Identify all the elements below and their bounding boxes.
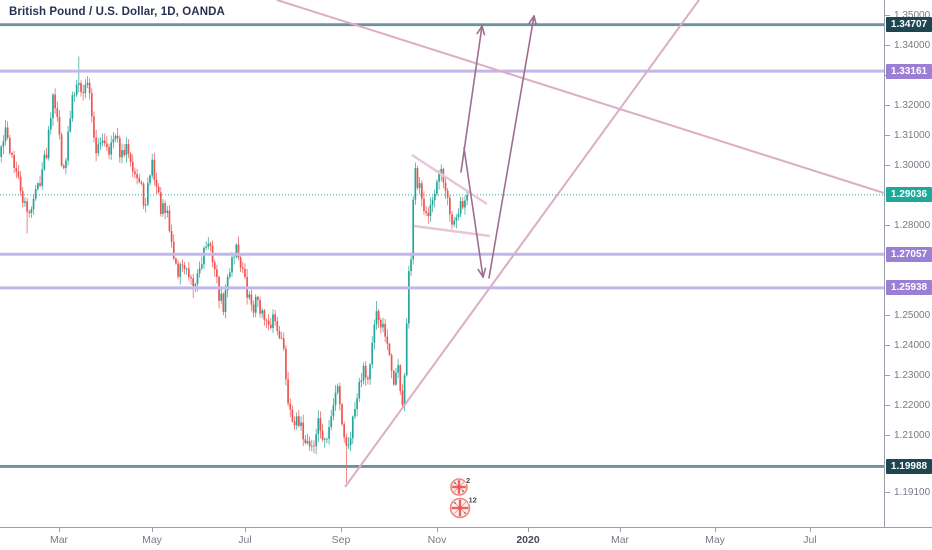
flag-upper-trendline[interactable] — [411, 153, 488, 206]
price-tick-label: 1.28000 — [894, 219, 931, 231]
price-tick-dash — [885, 375, 890, 377]
drawings-overlay[interactable]: 2 12 — [0, 0, 885, 527]
time-tick-label: Mar — [610, 534, 630, 546]
time-tick-dash — [810, 528, 811, 532]
time-tick-dash — [437, 528, 438, 532]
symbol-legend[interactable]: British Pound / U.S. Dollar, 1D, OANDA — [9, 6, 225, 18]
idea-count-label: 12 — [469, 496, 477, 505]
price-badge-1.33161: 1.33161 — [886, 63, 932, 79]
price-badge-1.27057: 1.27057 — [886, 246, 932, 262]
projection-arrow-up-2[interactable] — [488, 15, 538, 279]
idea-flag-icon — [454, 502, 457, 505]
projection-arrow-up-2-segment — [528, 15, 535, 25]
price-tick: 1.24000 — [885, 340, 932, 352]
projection-arrow-down-segment — [477, 268, 484, 278]
price-tick-dash — [885, 492, 890, 494]
time-tick-label: 2020 — [516, 534, 540, 546]
price-tick-label: 1.24000 — [894, 340, 931, 352]
price-tick-dash — [885, 435, 890, 437]
time-tick-label: May — [705, 534, 725, 546]
price-badge-1.34707: 1.34707 — [886, 17, 932, 33]
idea-count-label: 2 — [466, 476, 470, 485]
price-tick-label: 1.21000 — [894, 430, 931, 442]
time-axis[interactable]: Mar May Jul Sep Nov 2020 Mar May Jul — [0, 527, 932, 550]
idea-marker-2[interactable]: 2 — [450, 475, 471, 496]
price-tick-label: 1.25000 — [894, 310, 931, 322]
symbol-title[interactable]: British Pound / U.S. Dollar, 1D, OANDA — [9, 6, 225, 18]
time-tick-dash — [620, 528, 621, 532]
projection-arrow-down[interactable] — [463, 147, 487, 278]
long-ascending-trendline[interactable] — [344, 0, 700, 488]
candlestick-canvas[interactable] — [0, 0, 884, 527]
idea-flag-icon — [452, 485, 466, 489]
price-tick: 1.35000 — [885, 10, 932, 22]
price-tick-dash — [885, 134, 890, 136]
projection-arrow-up-1-segment — [476, 25, 483, 35]
idea-flag-icon — [461, 489, 464, 492]
price-tick-dash — [885, 104, 890, 106]
price-badge-1.19988: 1.19988 — [886, 458, 932, 474]
price-tick: 1.32000 — [885, 100, 932, 112]
price-tick: 1.25000 — [885, 310, 932, 322]
price-tick-dash — [885, 164, 890, 166]
time-tick-dash — [152, 528, 153, 532]
price-tick-dash — [885, 315, 890, 317]
time-tick-label: Sep — [331, 534, 351, 546]
price-badge-1.25938: 1.25938 — [886, 280, 932, 296]
price-tick: 1.21000 — [885, 430, 932, 442]
idea-marker-12[interactable]: 12 — [449, 495, 478, 519]
idea-flag-icon — [454, 482, 457, 485]
projection-arrow-down-segment — [482, 267, 487, 278]
idea-flag-icon — [451, 506, 469, 510]
price-badge-1.29036: 1.29036 — [886, 187, 932, 203]
time-tick-dash — [528, 528, 529, 532]
projection-arrow-down-segment — [463, 147, 484, 278]
price-tick: 1.23000 — [885, 370, 932, 382]
price-tick: 1.28000 — [885, 220, 932, 232]
time-tick-dash — [245, 528, 246, 532]
price-tick-dash — [885, 405, 890, 407]
long-descending-trendline[interactable] — [276, 0, 885, 194]
price-tick-dash — [885, 14, 890, 16]
price-tick-label: 1.34000 — [894, 39, 931, 51]
projection-arrow-up-2-segment — [488, 15, 535, 279]
price-tick: 1.31000 — [885, 130, 932, 142]
price-tick-label: 1.31000 — [894, 129, 931, 141]
time-tick-label: Jul — [238, 534, 252, 546]
price-tick: 1.30000 — [885, 160, 932, 172]
time-tick-label: Mar — [49, 534, 69, 546]
projection-arrow-up-1-segment — [481, 25, 486, 36]
time-tick-dash — [715, 528, 716, 532]
flag-lower-trendline[interactable] — [413, 224, 491, 238]
price-tick-label: 1.32000 — [894, 99, 931, 111]
price-tick-label: 1.22000 — [894, 400, 931, 412]
price-tick-label: 1.35000 — [894, 9, 931, 21]
price-tick-label: 1.19100 — [894, 487, 931, 499]
price-tick-dash — [885, 224, 890, 226]
price-tick-dash — [885, 44, 890, 46]
price-axis[interactable]: 1.350001.340001.330001.320001.310001.300… — [884, 0, 932, 550]
price-tick: 1.19100 — [885, 487, 932, 499]
time-tick-label: Jul — [803, 534, 817, 546]
projection-arrow-up-2-segment — [533, 15, 538, 26]
time-tick-dash — [341, 528, 342, 532]
price-tick: 1.22000 — [885, 400, 932, 412]
time-tick-dash — [59, 528, 60, 532]
price-tick-label: 1.23000 — [894, 370, 931, 382]
price-tick: 1.34000 — [885, 40, 932, 52]
time-tick-label: May — [142, 534, 162, 546]
price-tick-label: 1.30000 — [894, 159, 931, 171]
time-tick-label: Nov — [427, 534, 447, 546]
price-tick-dash — [885, 345, 890, 347]
idea-flag-icon — [463, 511, 466, 514]
